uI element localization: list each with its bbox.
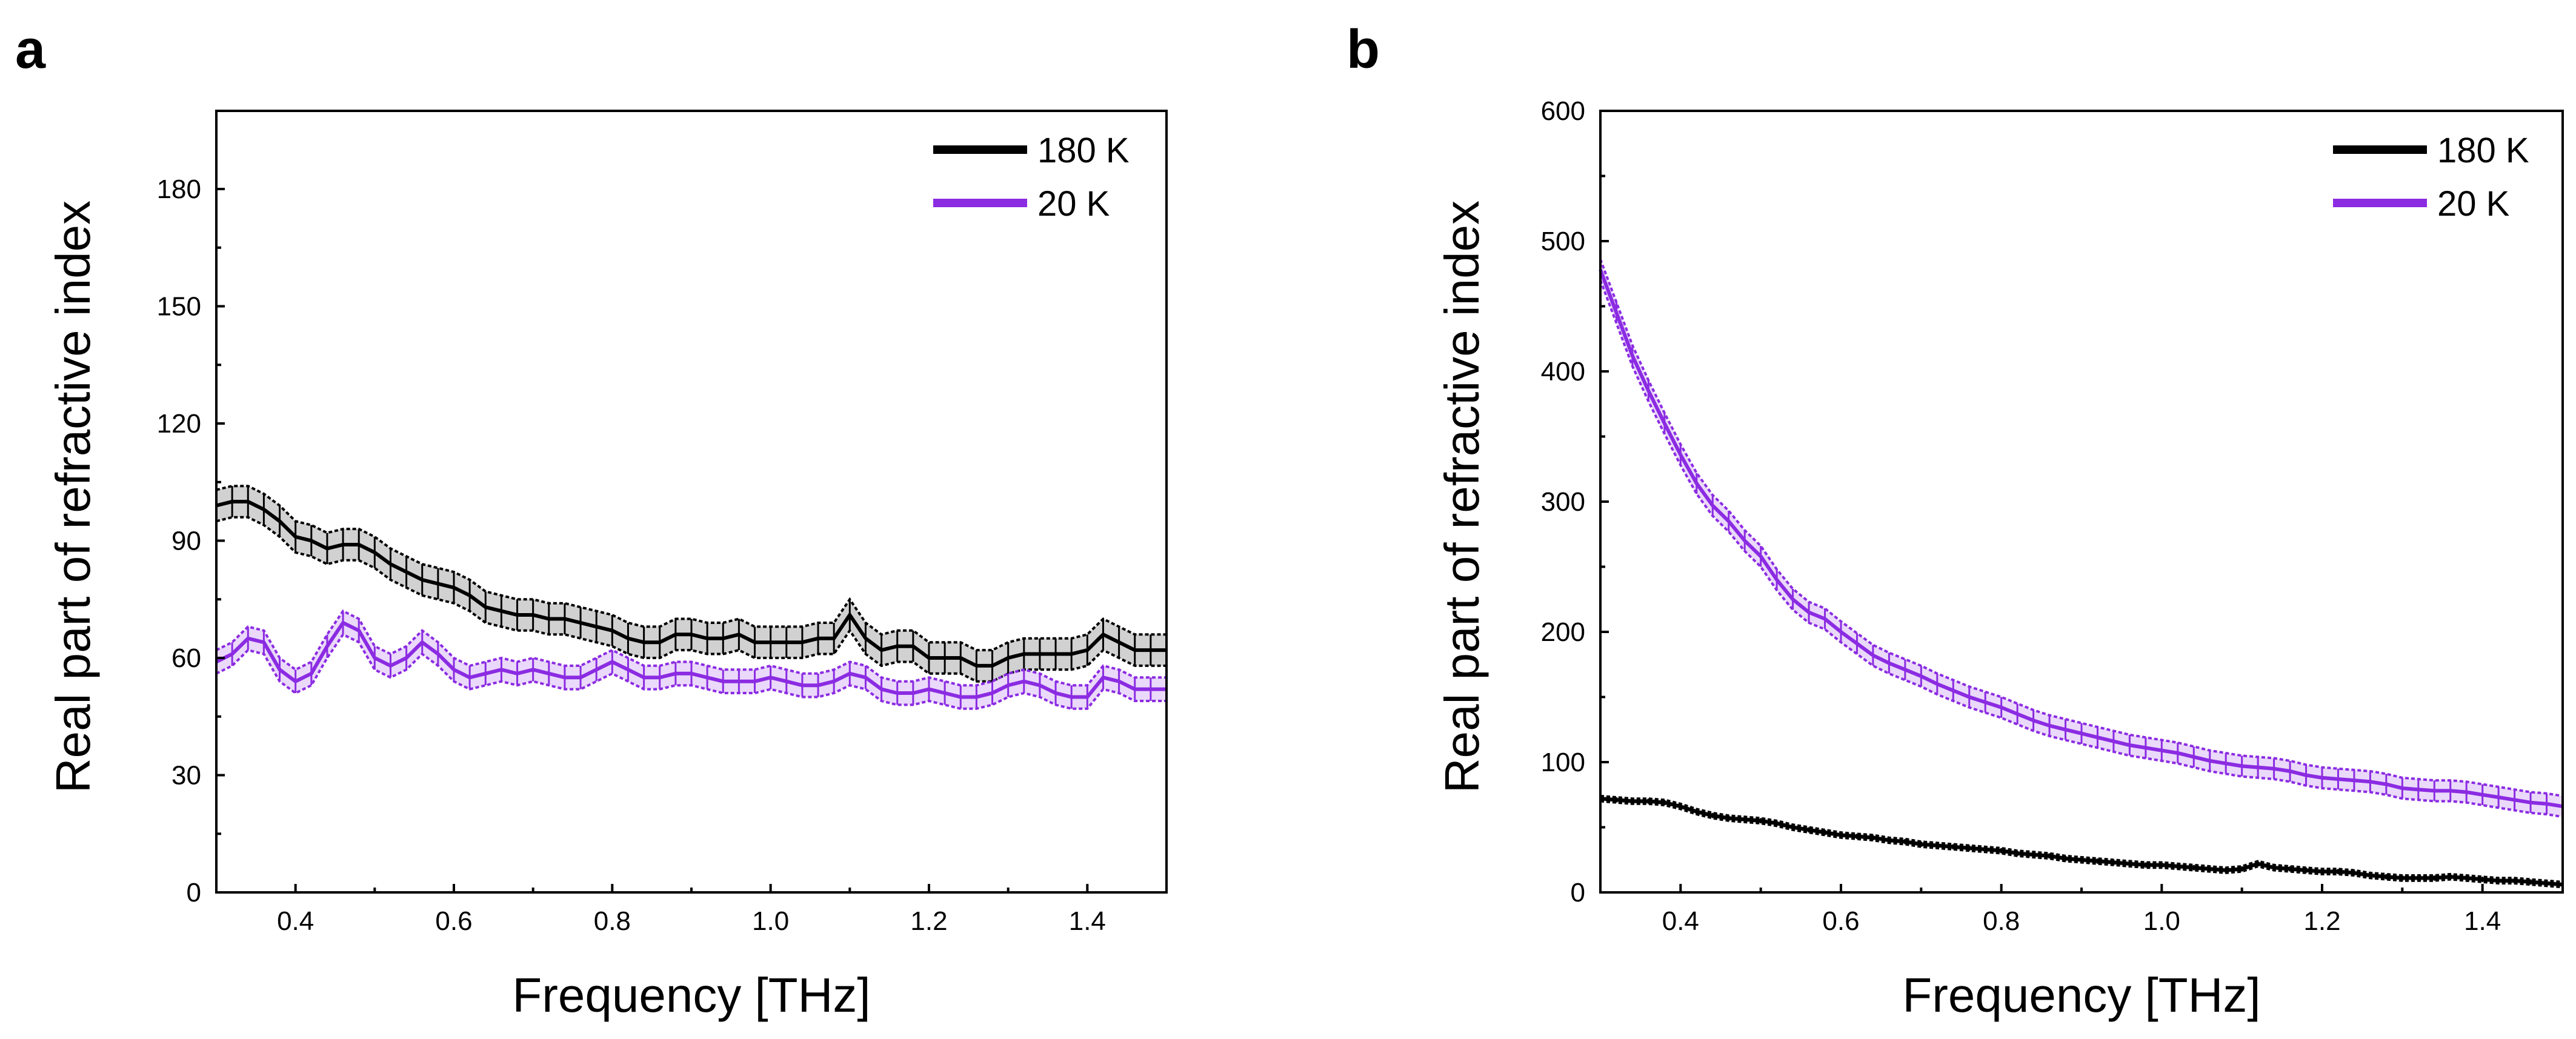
panel-b-x-tick-label: 0.4 <box>1662 906 1699 936</box>
panel-a-error-lower-20k <box>216 632 1167 710</box>
panel-b-y-tick-label: 400 <box>1541 357 1585 387</box>
panel-a-x-tick-label: 0.4 <box>277 906 314 936</box>
panel-b-x-tick-label: 1.2 <box>2303 906 2340 936</box>
panel-b-y-tick-label: 200 <box>1541 617 1585 647</box>
panel-b-line-20k <box>1599 269 2563 809</box>
panel-a-marks <box>215 485 1168 710</box>
panel-a-plot-frame <box>215 110 1168 894</box>
panel-b-marks <box>1599 259 2564 889</box>
panel-a-x-tick-label: 1.0 <box>752 906 789 936</box>
panel-a-series-20k <box>215 609 1168 710</box>
panel-a-line-20k <box>215 620 1167 699</box>
panel-a-y-tick-label: 150 <box>157 292 201 322</box>
panel-a-legend-label-20k: 20 K <box>1037 184 1110 224</box>
panel-b-y-tick-label: 600 <box>1541 96 1585 126</box>
panel-b-legend-label-180k: 180 K <box>2437 131 2529 170</box>
panel-b-line-180k <box>1600 797 2563 887</box>
panel-a-x-tick-label: 0.6 <box>435 906 472 936</box>
panel-b-error-band-180k <box>1600 795 2563 888</box>
panel-a-y-tick-label: 90 <box>171 526 201 556</box>
panel-b-legend: 180 K 20 K <box>2333 131 2529 224</box>
panel-a-y-tick-label: 30 <box>171 761 201 791</box>
panel-a-legend-label-180k: 180 K <box>1037 131 1130 170</box>
panel-b: b 0.4 0.6 0.8 1.0 1.2 1.4 0 100 200 300 400 500 600… <box>1346 19 2564 1022</box>
panel-b-y-tick-label: 0 <box>1571 878 1585 908</box>
panel-a-y-tick-label: 120 <box>157 409 201 439</box>
panel-a-y-tick-label: 0 <box>187 878 201 908</box>
panel-b-y-tick-label: 300 <box>1541 487 1585 517</box>
panel-a-x-tick-label: 0.8 <box>594 906 631 936</box>
panel-b-error-upper-180k <box>1600 794 2563 883</box>
panel-a-y-tick-label: 60 <box>171 643 201 673</box>
panel-b-y-ticks: 0 100 200 300 400 500 600 <box>1541 96 1609 908</box>
panel-b-series-20k <box>1599 259 2564 818</box>
panel-a-x-tick-label: 1.2 <box>910 906 947 936</box>
panel-b-x-tick-label: 1.4 <box>2464 906 2501 936</box>
panel-a-y-tick-label: 180 <box>157 174 201 204</box>
panel-b-plot-frame <box>1599 110 2564 894</box>
panel-b-series-180k <box>1599 794 2564 889</box>
panel-b-legend-label-20k: 20 K <box>2437 184 2510 224</box>
panel-b-y-tick-label: 500 <box>1541 227 1585 256</box>
panel-a-legend: 180 K 20 K <box>933 131 1130 224</box>
panel-b-x-axis-title: Frequency [THz] <box>1902 968 2260 1022</box>
panel-b-error-upper-20k <box>1599 259 2563 797</box>
panel-a-y-axis-title: Real part of refractive index <box>46 201 100 793</box>
panel-b-y-axis-title: Real part of refractive index <box>1435 201 1489 793</box>
panel-a-letter: a <box>15 19 46 80</box>
panel-a-x-axis-title: Frequency [THz] <box>512 968 870 1022</box>
panel-a-line-180k <box>216 500 1167 668</box>
panel-a-x-ticks: 0.4 0.6 0.8 1.0 1.2 1.4 <box>215 884 1106 936</box>
panel-b-x-tick-label: 0.6 <box>1822 906 1859 936</box>
panel-a-series-180k <box>215 485 1168 683</box>
panel-a: a 0.4 0.6 0.8 1.0 1.2 1.4 0 30 60 90 120 150 180 Fr… <box>15 19 1168 1022</box>
panel-a-x-tick-label: 1.4 <box>1069 906 1106 936</box>
panel-b-letter: b <box>1346 19 1380 80</box>
panel-b-y-tick-label: 100 <box>1541 748 1585 777</box>
panel-a-y-ticks: 0 30 60 90 120 150 180 <box>157 174 225 908</box>
panel-b-x-tick-label: 1.0 <box>2143 906 2180 936</box>
panel-b-x-ticks: 0.4 0.6 0.8 1.0 1.2 1.4 <box>1599 884 2501 936</box>
panel-b-x-tick-label: 0.8 <box>1983 906 2020 936</box>
